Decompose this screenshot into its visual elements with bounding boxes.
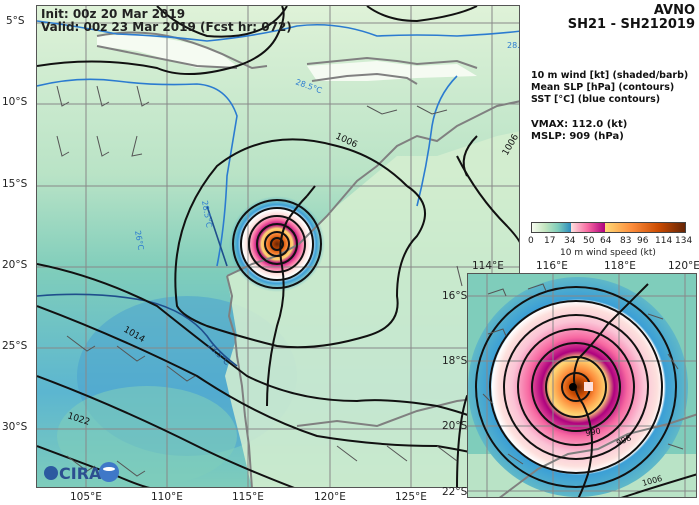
wind-colorbar xyxy=(531,222,686,233)
colorbar-tick: 83 xyxy=(620,236,632,246)
inset-lat-tick: 18°S xyxy=(442,355,468,367)
main-map: 1006 1006 1014 1022 28.5°C 28.5°C 28.5°C… xyxy=(36,5,520,488)
lon-tick: 115°E xyxy=(232,491,264,503)
lat-tick: 25°S xyxy=(2,340,28,352)
vmax-value: VMAX: 112.0 (kt) xyxy=(531,119,628,130)
lon-tick: 105°E xyxy=(70,491,102,503)
legend-sst: SST [°C] (blue contours) xyxy=(531,94,661,105)
init-time: Init: 00z 20 Mar 2019 xyxy=(41,7,186,21)
mslp-value: MSLP: 909 (hPa) xyxy=(531,131,624,142)
colorbar-tick: 0 xyxy=(528,236,534,246)
colorbar-tick: 96 xyxy=(637,236,649,246)
model-name: AVNO xyxy=(653,3,695,18)
inset-map: 990 998 1006 xyxy=(467,273,697,498)
cira-logo: CIRA xyxy=(44,462,119,483)
inset-lon-tick: 116°E xyxy=(536,260,568,272)
lon-tick: 110°E xyxy=(151,491,183,503)
lat-tick: 20°S xyxy=(2,259,28,271)
lon-tick: 120°E xyxy=(314,491,346,503)
inset-lon-tick: 118°E xyxy=(604,260,636,272)
sst-label: 26°C xyxy=(133,230,145,251)
inset-lon-tick: 120°E xyxy=(668,260,699,272)
svg-text:CIRA: CIRA xyxy=(59,464,102,483)
colorbar-tick: 64 xyxy=(600,236,612,246)
inset-lat-tick: 20°S xyxy=(442,420,468,432)
colorbar-tick: 114 xyxy=(655,236,673,246)
inset-lat-tick: 16°S xyxy=(442,290,468,302)
inset-lon-tick: 114°E xyxy=(472,260,504,272)
lat-tick: 10°S xyxy=(2,96,28,108)
colorbar-tick: 34 xyxy=(564,236,576,246)
lon-tick: 125°E xyxy=(395,491,427,503)
inset-lat-tick: 22°S xyxy=(442,486,468,498)
colorbar-tick: 134 xyxy=(675,236,693,246)
legend-slp: Mean SLP [hPa] (contours) xyxy=(531,82,675,93)
colorbar-label: 10 m wind speed (kt) xyxy=(560,248,656,258)
inset-map-canvas: 990 998 1006 xyxy=(468,274,696,497)
main-map-canvas: 1006 1006 1014 1022 28.5°C 28.5°C 28.5°C… xyxy=(37,6,520,487)
storm-id: SH21 - SH212019 xyxy=(567,17,695,32)
colorbar-tick: 50 xyxy=(583,236,595,246)
colorbar-tick: 17 xyxy=(544,236,556,246)
lat-tick: 30°S xyxy=(2,421,28,433)
inset-slp-label: 990 xyxy=(585,426,602,438)
sst-label: 28.5°C xyxy=(507,41,520,50)
lat-tick: 15°S xyxy=(2,178,28,190)
legend-wind: 10 m wind [kt] (shaded/barb) xyxy=(531,70,689,81)
lat-tick: 5°S xyxy=(6,15,25,27)
valid-time: Valid: 00z 23 Mar 2019 (Fcst hr: 072) xyxy=(41,20,292,34)
